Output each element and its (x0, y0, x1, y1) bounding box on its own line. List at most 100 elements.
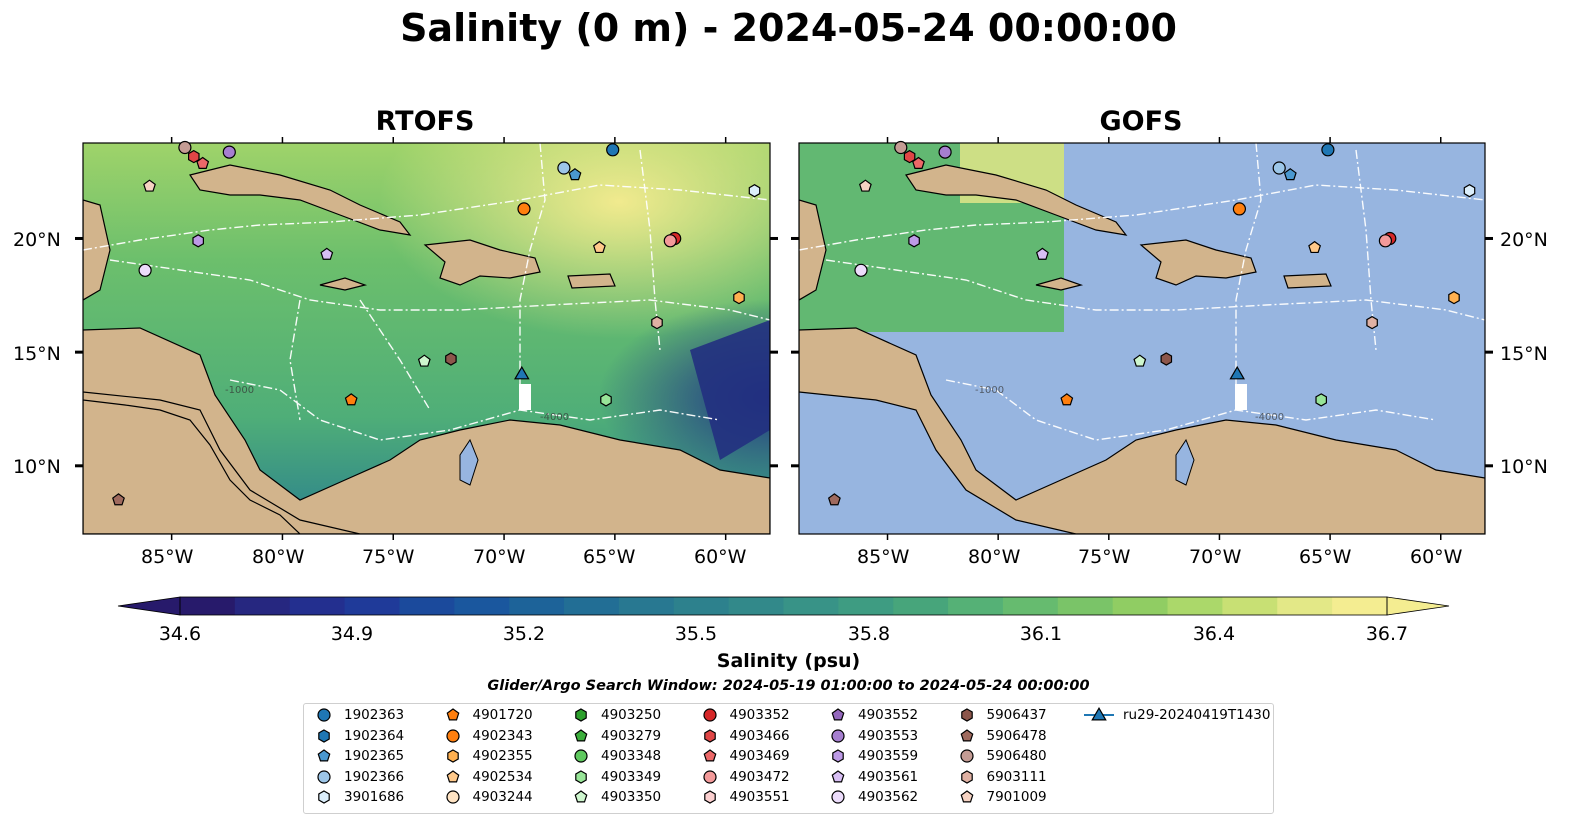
float-marker-4903349[interactable] (600, 393, 612, 407)
legend-marker-icon (703, 728, 716, 743)
float-marker-5906480[interactable] (894, 140, 908, 155)
colorbar-tick: 35.8 (847, 623, 891, 645)
figure-title: Salinity (0 m) - 2024-05-24 00:00:00 (400, 6, 1177, 50)
float-marker-4903466[interactable] (188, 149, 200, 164)
float-marker-1902365[interactable] (1283, 168, 1297, 181)
float-marker-7901009[interactable] (143, 179, 156, 192)
colorbar-tick: 35.2 (502, 623, 546, 645)
legend-label: 4901720 (472, 707, 533, 723)
float-marker-4903350[interactable] (417, 354, 431, 367)
colorbar-segment (838, 597, 894, 615)
legend-item: 7901009 (955, 788, 1047, 806)
legend-label: 7901009 (986, 789, 1047, 805)
float-marker-4903472[interactable] (663, 234, 677, 248)
colorbar-segment (1277, 597, 1333, 615)
legend-label: 5906478 (986, 727, 1047, 744)
float-marker-4903562[interactable] (854, 263, 868, 277)
float-marker-7901009[interactable] (858, 179, 872, 192)
float-marker-3901686[interactable] (748, 184, 761, 198)
colorbar-segment (1167, 597, 1224, 615)
legend-item: 4903561 (826, 768, 918, 786)
colorbar-segment (509, 597, 565, 615)
float-marker-1902366[interactable] (1272, 161, 1286, 175)
legend-marker-icon (960, 769, 973, 784)
colorbar-tick: 35.5 (674, 623, 718, 645)
float-marker-4903469[interactable] (196, 156, 210, 169)
colorbar-tick: 36.1 (1019, 623, 1063, 645)
float-marker-5906480[interactable] (178, 140, 192, 155)
float-marker-4903562[interactable] (138, 263, 152, 277)
legend-item: 4903250 (569, 706, 661, 724)
eez-lines (83, 143, 770, 441)
legend-item: 4903559 (826, 747, 918, 765)
legend-label: 4903350 (601, 789, 662, 805)
colorbar-segment (234, 597, 291, 615)
legend-item: 1902364 (312, 727, 404, 745)
float-marker-6903111[interactable] (1366, 315, 1378, 330)
legend-label: 4902343 (472, 727, 533, 744)
colorbar-segment (783, 597, 839, 615)
float-marker-4902355[interactable] (1448, 290, 1460, 305)
legend-label: 4902355 (472, 748, 533, 764)
float-marker-4903561[interactable] (1035, 247, 1049, 260)
float-marker-4903561[interactable] (320, 247, 334, 260)
float-marker-4901720[interactable] (344, 393, 358, 406)
legend-label: 1902363 (344, 707, 405, 723)
legend-label: ru29-20240419T1430 (1123, 707, 1271, 723)
colorbar-segment (399, 597, 455, 615)
glider-track (1235, 384, 1247, 410)
legend-item: 4903244 (441, 788, 533, 806)
float-marker-6903111[interactable] (651, 315, 663, 330)
float-marker-4902343[interactable] (1232, 202, 1247, 216)
legend-marker-icon (317, 769, 331, 784)
float-marker-5906437[interactable] (445, 352, 457, 366)
legend-marker-icon (960, 790, 973, 803)
float-marker-ru29-20240419T1430[interactable] (514, 365, 530, 380)
float-marker-5906478[interactable] (827, 493, 841, 506)
colorbar-extend-min (117, 596, 181, 616)
legend-item: 5906478 (955, 727, 1047, 745)
float-marker-4903553[interactable] (222, 145, 236, 159)
float-marker-3901686[interactable] (1463, 184, 1476, 198)
legend-marker-icon (318, 790, 330, 804)
colorbar-segment (564, 597, 620, 615)
legend-item: ru29-20240419T1430 (1083, 706, 1270, 724)
colorbar-segment (454, 597, 510, 615)
float-marker-4903553[interactable] (938, 145, 952, 159)
colorbar-tick: 34.6 (158, 623, 202, 645)
float-marker-1902365[interactable] (568, 168, 582, 181)
float-marker-5906478[interactable] (112, 493, 125, 506)
float-marker-4903559[interactable] (192, 234, 204, 248)
float-marker-4902534[interactable] (592, 240, 606, 254)
lon-label-60w-gofs: 60°W (1410, 546, 1463, 568)
legend-marker-icon (574, 749, 588, 763)
colorbar-segment (1112, 597, 1169, 615)
legend-marker-icon (832, 749, 844, 763)
float-marker-4902355[interactable] (733, 290, 745, 305)
float-marker-4903349[interactable] (1315, 393, 1327, 407)
legend-item: 4903348 (569, 747, 661, 765)
svg-text:-4000: -4000 (1255, 412, 1284, 423)
lon-label-75w-gofs: 75°W (1078, 546, 1131, 568)
float-marker-4902343[interactable] (517, 202, 531, 216)
legend-marker-icon (317, 749, 331, 762)
float-marker-4902534[interactable] (1308, 240, 1322, 254)
float-marker-1902363[interactable] (606, 143, 620, 157)
float-marker-4903559[interactable] (908, 234, 920, 248)
float-marker-4903466[interactable] (903, 149, 916, 164)
float-marker-4903472[interactable] (1378, 234, 1393, 248)
map-frame-rtofs (82, 142, 771, 535)
legend-label: 4903469 (729, 748, 790, 764)
float-marker-4903350[interactable] (1133, 354, 1147, 367)
float-marker-4903469[interactable] (912, 156, 925, 169)
float-marker-1902363[interactable] (1321, 143, 1335, 157)
legend-marker-icon (959, 749, 974, 763)
float-marker-ru29-20240419T1430[interactable] (1229, 365, 1245, 380)
legend-item: 4903553 (826, 727, 918, 745)
float-marker-1902366[interactable] (557, 161, 571, 175)
legend-label: 6903111 (986, 768, 1047, 785)
colorbar (117, 596, 1450, 616)
float-marker-5906437[interactable] (1160, 352, 1173, 366)
float-marker-4901720[interactable] (1060, 393, 1074, 406)
